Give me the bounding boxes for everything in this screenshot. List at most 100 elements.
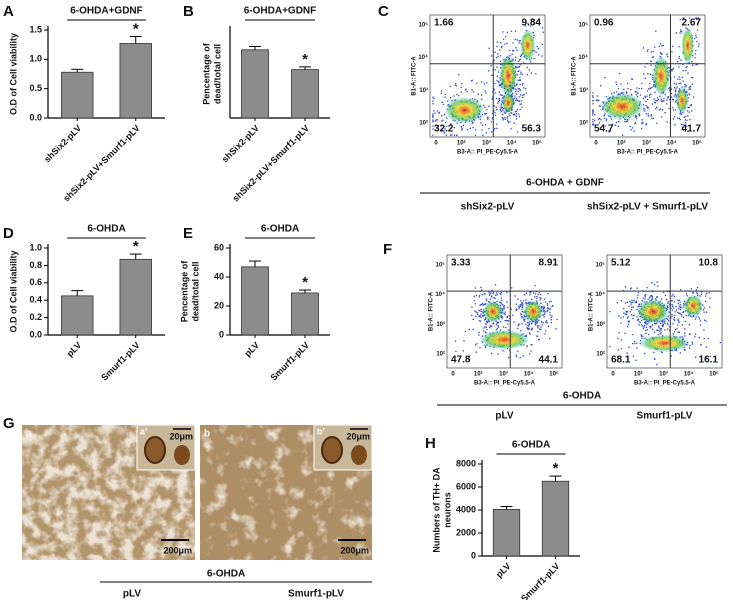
event-dot bbox=[549, 337, 551, 340]
event-dot bbox=[524, 318, 526, 320]
event-dot bbox=[707, 337, 709, 340]
event-dot bbox=[484, 106, 486, 108]
event-dot bbox=[661, 53, 663, 55]
quadrant-percent: 8.91 bbox=[539, 258, 559, 269]
event-dot bbox=[680, 123, 683, 126]
event-dot bbox=[518, 40, 520, 42]
event-dot bbox=[515, 93, 518, 95]
event-dot bbox=[515, 303, 518, 305]
y-tick-label: 1.0 bbox=[29, 54, 42, 64]
event-dot bbox=[678, 55, 680, 58]
event-dot bbox=[678, 307, 680, 309]
event-dot bbox=[471, 314, 473, 317]
y-tick-label: 10⁴ bbox=[418, 55, 428, 61]
event-dot bbox=[523, 62, 525, 64]
x-tick-label: 10⁴ bbox=[524, 372, 534, 378]
event-dot bbox=[515, 66, 517, 68]
event-dot bbox=[697, 294, 699, 297]
event-dot bbox=[682, 80, 684, 82]
event-dot bbox=[518, 113, 520, 115]
event-dot bbox=[484, 326, 486, 328]
event-dot bbox=[474, 134, 477, 136]
significance-mark: * bbox=[302, 51, 308, 68]
density-core bbox=[523, 300, 544, 323]
event-dot bbox=[625, 310, 627, 312]
error-bar bbox=[71, 68, 84, 73]
event-dot bbox=[536, 322, 538, 324]
event-dot bbox=[592, 118, 594, 121]
event-dot bbox=[474, 287, 477, 289]
event-dot bbox=[618, 332, 620, 334]
event-dot bbox=[678, 82, 680, 85]
event-dot bbox=[615, 81, 617, 83]
event-dot bbox=[683, 349, 685, 351]
event-dot bbox=[484, 331, 487, 333]
quadrant-percent: 32.2 bbox=[434, 124, 454, 135]
group-title: 6-OHDA bbox=[563, 391, 601, 402]
event-dot bbox=[538, 328, 541, 330]
event-dot bbox=[671, 304, 673, 306]
event-dot bbox=[673, 76, 676, 78]
event-dot bbox=[504, 43, 506, 45]
event-dot bbox=[503, 308, 505, 310]
event-dot bbox=[445, 125, 447, 128]
event-dot bbox=[696, 292, 698, 294]
event-dot bbox=[507, 323, 509, 325]
y-tick-label: 4000 bbox=[456, 504, 476, 514]
event-dot bbox=[656, 281, 658, 283]
event-dot bbox=[549, 311, 551, 313]
event-dot bbox=[519, 304, 521, 306]
event-dot bbox=[674, 91, 677, 93]
event-dot bbox=[633, 130, 635, 132]
y-tick-label: 10³ bbox=[596, 321, 605, 328]
event-dot bbox=[494, 284, 497, 286]
x-tick-label: 10⁴ bbox=[667, 141, 677, 147]
event-dot bbox=[634, 122, 637, 124]
event-dot bbox=[632, 314, 634, 317]
event-dot bbox=[493, 89, 495, 91]
event-dot bbox=[496, 327, 499, 330]
event-dot bbox=[613, 92, 615, 94]
event-dot bbox=[454, 340, 457, 342]
event-dot bbox=[509, 81, 511, 83]
event-dot bbox=[618, 72, 621, 75]
event-dot bbox=[600, 85, 602, 87]
event-dot bbox=[671, 98, 674, 100]
event-dot bbox=[516, 39, 519, 41]
event-dot bbox=[505, 320, 507, 322]
event-dot bbox=[469, 127, 472, 129]
event-dot bbox=[461, 128, 463, 130]
event-dot bbox=[535, 73, 537, 75]
event-dot bbox=[675, 305, 677, 308]
event-dot bbox=[436, 110, 439, 112]
event-dot bbox=[508, 320, 510, 322]
event-dot bbox=[635, 94, 638, 96]
event-dot bbox=[639, 94, 642, 96]
event-dot bbox=[627, 323, 630, 326]
event-dot bbox=[671, 70, 673, 72]
event-dot bbox=[473, 300, 475, 302]
event-dot bbox=[520, 300, 522, 302]
panel-letter: F bbox=[383, 241, 392, 258]
event-dot bbox=[656, 296, 659, 298]
event-dot bbox=[595, 99, 597, 101]
event-dot bbox=[523, 319, 525, 321]
event-dot bbox=[664, 112, 666, 114]
event-dot bbox=[697, 17, 700, 19]
event-dot bbox=[503, 38, 505, 41]
event-dot bbox=[536, 45, 538, 48]
event-dot bbox=[623, 307, 625, 310]
event-dot bbox=[486, 320, 489, 323]
event-dot bbox=[662, 44, 665, 47]
event-dot bbox=[668, 86, 671, 89]
event-dot bbox=[488, 70, 490, 72]
event-dot bbox=[514, 30, 517, 32]
event-dot bbox=[666, 317, 668, 319]
x-axis-label: B3-A:: PI_PE-Cy5.5-A bbox=[457, 150, 519, 156]
event-dot bbox=[685, 115, 687, 118]
event-dot bbox=[642, 47, 645, 49]
inset-scale: 20μm bbox=[169, 431, 193, 441]
event-dot bbox=[548, 301, 551, 303]
x-tick-label: Smurf1-pLV bbox=[99, 340, 142, 383]
event-dot bbox=[519, 329, 522, 332]
